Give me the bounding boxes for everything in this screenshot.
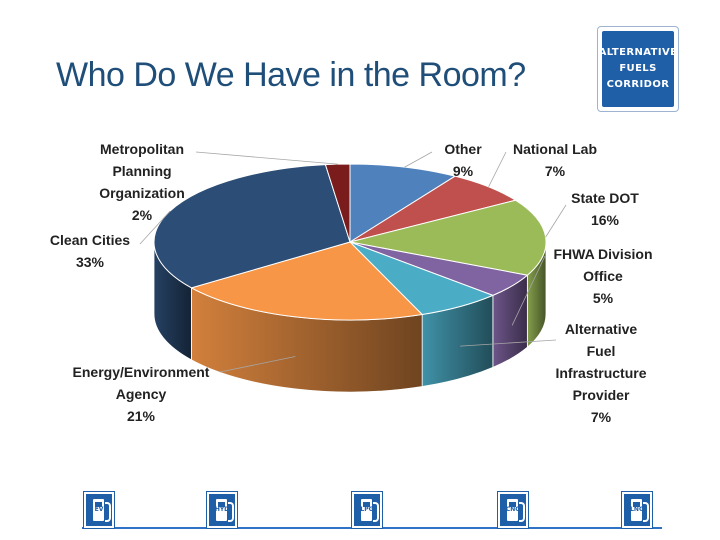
leader-line-clean-cities <box>139 210 171 245</box>
lng-fuel-icon: LNG <box>621 491 653 529</box>
slice-label-state-dot: State DOT 16% <box>571 190 639 228</box>
lpg-fuel-icon: LPG <box>351 491 383 529</box>
leader-line-energy-environment-agency <box>219 356 296 373</box>
slice-label-mpo: Metropolitan Planning Organization 2% <box>99 141 185 223</box>
alternative-fuels-corridor-sign: ALTERNATIVE FUELS CORRIDOR <box>597 26 679 112</box>
pie-slice-metropolitan-planning-organization <box>324 163 351 243</box>
page-title: Who Do We Have in the Room? <box>56 56 526 94</box>
slice-label-alt-fuel-provider: Alternative Fuel Infrastructure Provider 7% <box>555 321 647 425</box>
footer-rule <box>82 527 662 529</box>
pie-slice-clean-cities <box>153 164 351 289</box>
pie-slice-energy-environment-agency <box>190 241 424 321</box>
sign-line-1: ALTERNATIVE <box>598 47 678 58</box>
slice-label-other: Other 9% <box>444 141 482 179</box>
leader-line-state-dot <box>545 204 567 238</box>
leader-line-fhwa-division-office <box>511 255 546 326</box>
leader-line-alternative-fuel-infrastructure-provider <box>460 339 557 347</box>
leader-line-national-lab <box>488 151 507 188</box>
cng-fuel-icon: CNG <box>497 491 529 529</box>
slice-label-energy-environment-agency: Energy/Environment Agency 21% <box>72 364 210 424</box>
hydrogen-fuel-icon: HYD <box>206 491 238 529</box>
leader-line-other <box>404 151 433 168</box>
slice-label-national-lab: National Lab 7% <box>512 141 597 179</box>
ev-fuel-icon: EV <box>83 491 115 529</box>
slice-label-clean-cities: Clean Cities 33% <box>49 232 131 270</box>
sign-line-3: CORRIDOR <box>606 79 670 90</box>
pie-slice-state-dot <box>349 199 547 276</box>
sign-line-2: FUELS <box>619 63 657 74</box>
leader-line-metropolitan-planning-organization <box>195 151 338 165</box>
slice-label-fhwa-division-office: FHWA Division Office 5% <box>553 246 653 306</box>
sign-panel: ALTERNATIVE FUELS CORRIDOR <box>598 30 678 108</box>
